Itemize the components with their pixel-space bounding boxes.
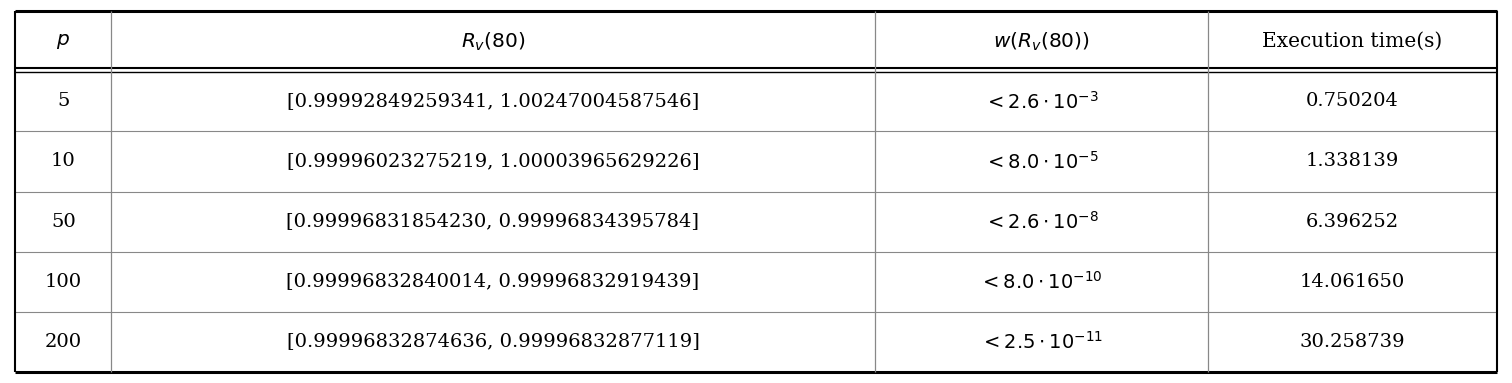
Text: 6.396252: 6.396252 [1306,213,1399,231]
Text: [0.99996023275219, 1.00003965629226]: [0.99996023275219, 1.00003965629226] [287,152,699,170]
Text: $p$: $p$ [56,32,70,51]
Text: 200: 200 [45,332,82,350]
Text: 10: 10 [51,152,76,170]
Text: 1.338139: 1.338139 [1306,152,1399,170]
Text: [0.99992849259341, 1.00247004587546]: [0.99992849259341, 1.00247004587546] [287,93,699,110]
Text: 5: 5 [57,93,70,110]
Text: 50: 50 [51,213,76,231]
Text: 30.258739: 30.258739 [1300,332,1405,350]
Text: 100: 100 [45,273,82,290]
Text: $< 8.0 \cdot 10^{-5}$: $< 8.0 \cdot 10^{-5}$ [984,151,1099,172]
Text: $< 2.5 \cdot 10^{-11}$: $< 2.5 \cdot 10^{-11}$ [980,331,1102,352]
Text: 0.750204: 0.750204 [1306,93,1399,110]
Text: $< 8.0 \cdot 10^{-10}$: $< 8.0 \cdot 10^{-10}$ [980,270,1104,293]
Text: [0.99996831854230, 0.99996834395784]: [0.99996831854230, 0.99996834395784] [286,213,700,231]
Text: $< 2.6 \cdot 10^{-3}$: $< 2.6 \cdot 10^{-3}$ [984,90,1099,113]
Text: $< 2.6 \cdot 10^{-8}$: $< 2.6 \cdot 10^{-8}$ [984,211,1099,232]
Text: Execution time(s): Execution time(s) [1263,32,1442,51]
Text: $w(R_v(80))$: $w(R_v(80))$ [993,30,1090,52]
Text: [0.99996832874636, 0.99996832877119]: [0.99996832874636, 0.99996832877119] [287,332,700,350]
Text: 14.061650: 14.061650 [1300,273,1405,290]
Text: $R_v(80)$: $R_v(80)$ [461,30,525,52]
Text: [0.99996832840014, 0.99996832919439]: [0.99996832840014, 0.99996832919439] [286,273,700,290]
